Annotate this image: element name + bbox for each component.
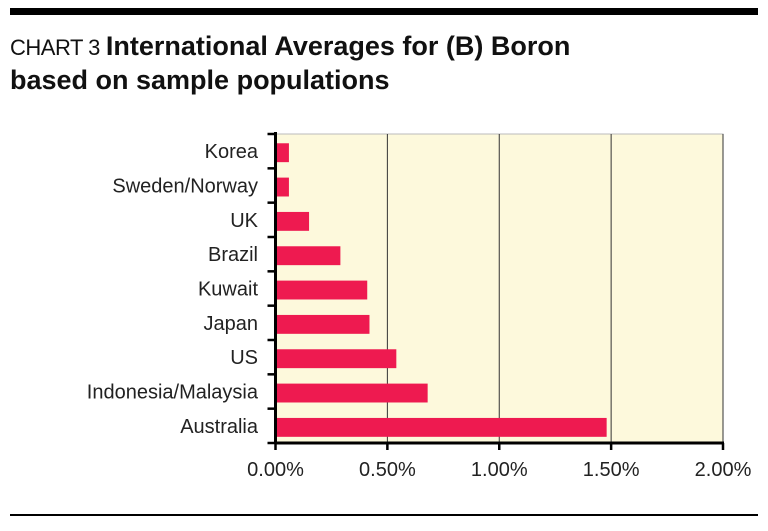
chart-title: CHART 3 International Averages for (B) Bo… (10, 30, 730, 97)
title-line-2: based on sample populations (10, 65, 390, 95)
y-category-label: UK (230, 210, 258, 232)
chart-number: CHART 3 (10, 35, 100, 60)
bar-australia (275, 417, 607, 437)
top-rule (10, 8, 758, 15)
bar-us (275, 349, 397, 369)
x-tick-label: 1.00% (471, 459, 528, 481)
x-tick-label: 1.50% (583, 459, 640, 481)
y-category-label: Australia (180, 416, 259, 438)
y-category-label: Kuwait (198, 279, 258, 301)
bar-korea (275, 143, 289, 163)
y-category-label: US (230, 347, 258, 369)
x-tick-label: 0.00% (247, 459, 304, 481)
bar-kuwait (275, 280, 368, 300)
y-category-label: Indonesia/Malaysia (87, 382, 259, 404)
bar-brazil (275, 246, 341, 266)
x-tick-label: 0.50% (359, 459, 416, 481)
bar-uk (275, 211, 310, 231)
bar-indonesia-malaysia (275, 383, 428, 403)
title-line-1: International Averages for (B) Boron (105, 31, 571, 61)
y-category-label: Sweden/Norway (112, 176, 258, 198)
y-category-label: Korea (205, 141, 259, 163)
y-category-label: Japan (204, 313, 259, 335)
bottom-rule (10, 514, 758, 516)
y-category-label: Brazil (208, 244, 258, 266)
bar-japan (275, 314, 370, 334)
bar-sweden-norway (275, 177, 289, 197)
x-tick-label: 2.00% (695, 459, 752, 481)
